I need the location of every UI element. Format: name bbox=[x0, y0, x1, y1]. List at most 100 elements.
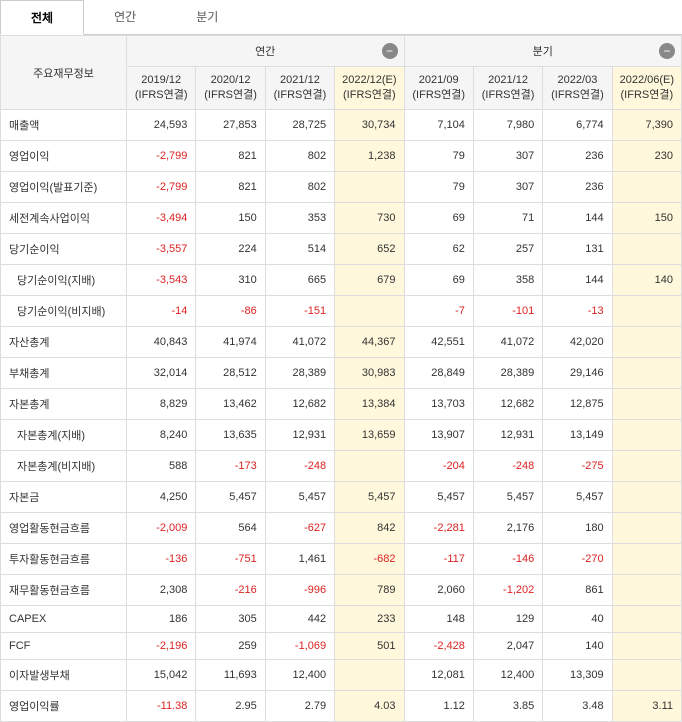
cell: 1.12 bbox=[404, 691, 473, 722]
cell: 236 bbox=[543, 172, 612, 203]
cell: -7 bbox=[404, 296, 473, 327]
cell: 150 bbox=[196, 203, 265, 234]
tab-0[interactable]: 전체 bbox=[0, 0, 84, 35]
cell: -151 bbox=[265, 296, 334, 327]
cell: 564 bbox=[196, 513, 265, 544]
cell: 15,042 bbox=[127, 660, 196, 691]
cell: 730 bbox=[335, 203, 404, 234]
cell: 41,072 bbox=[265, 327, 334, 358]
cell bbox=[612, 451, 681, 482]
cell: -270 bbox=[543, 544, 612, 575]
row-header-title: 주요재무정보 bbox=[1, 36, 127, 110]
cell: 259 bbox=[196, 633, 265, 660]
cell: 13,384 bbox=[335, 389, 404, 420]
cell: 27,853 bbox=[196, 110, 265, 141]
col-header: 2022/03(IFRS연결) bbox=[543, 67, 612, 110]
cell: 12,400 bbox=[265, 660, 334, 691]
cell: 5,457 bbox=[196, 482, 265, 513]
cell: 861 bbox=[543, 575, 612, 606]
row-label: 재무활동현금흐름 bbox=[1, 575, 127, 606]
col-header: 2022/12(E)(IFRS연결) bbox=[335, 67, 404, 110]
cell: 5,457 bbox=[335, 482, 404, 513]
cell: 442 bbox=[265, 606, 334, 633]
tab-2[interactable]: 분기 bbox=[166, 0, 248, 34]
cell: -2,799 bbox=[127, 141, 196, 172]
cell: 501 bbox=[335, 633, 404, 660]
cell: 28,725 bbox=[265, 110, 334, 141]
table-row: 자본총계(비지배)588-173-248-204-248-275 bbox=[1, 451, 682, 482]
cell: -117 bbox=[404, 544, 473, 575]
col-header: 2021/09(IFRS연결) bbox=[404, 67, 473, 110]
cell: 140 bbox=[543, 633, 612, 660]
cell: 1,461 bbox=[265, 544, 334, 575]
cell: 802 bbox=[265, 172, 334, 203]
cell bbox=[612, 660, 681, 691]
cell: 28,512 bbox=[196, 358, 265, 389]
cell: 140 bbox=[612, 265, 681, 296]
col-header: 2021/12(IFRS연결) bbox=[473, 67, 542, 110]
cell: 8,829 bbox=[127, 389, 196, 420]
cell bbox=[612, 575, 681, 606]
cell: 42,020 bbox=[543, 327, 612, 358]
cell bbox=[612, 234, 681, 265]
table-row: 당기순이익-3,55722451465262257131 bbox=[1, 234, 682, 265]
cell: 12,400 bbox=[473, 660, 542, 691]
table-row: 매출액24,59327,85328,72530,7347,1047,9806,7… bbox=[1, 110, 682, 141]
cell: -2,009 bbox=[127, 513, 196, 544]
cell bbox=[612, 544, 681, 575]
cell: 7,390 bbox=[612, 110, 681, 141]
cell: 2,176 bbox=[473, 513, 542, 544]
cell: 30,734 bbox=[335, 110, 404, 141]
cell: -146 bbox=[473, 544, 542, 575]
cell: 62 bbox=[404, 234, 473, 265]
cell: -13 bbox=[543, 296, 612, 327]
row-label: 당기순이익(지배) bbox=[1, 265, 127, 296]
cell: 2,060 bbox=[404, 575, 473, 606]
table-row: 자본총계(지배)8,24013,63512,93113,65913,90712,… bbox=[1, 420, 682, 451]
cell: 30,983 bbox=[335, 358, 404, 389]
table-row: CAPEX18630544223314812940 bbox=[1, 606, 682, 633]
cell: 514 bbox=[265, 234, 334, 265]
collapse-icon[interactable]: − bbox=[659, 43, 675, 59]
cell: 230 bbox=[612, 141, 681, 172]
table-row: 영업이익률-11.382.952.794.031.123.853.483.11 bbox=[1, 691, 682, 722]
row-label: 자본금 bbox=[1, 482, 127, 513]
cell bbox=[335, 172, 404, 203]
table-row: 투자활동현금흐름-136-7511,461-682-117-146-270 bbox=[1, 544, 682, 575]
cell bbox=[612, 633, 681, 660]
cell: 13,149 bbox=[543, 420, 612, 451]
cell: 41,974 bbox=[196, 327, 265, 358]
cell: 5,457 bbox=[473, 482, 542, 513]
cell: 1,238 bbox=[335, 141, 404, 172]
group-header-1: 분기− bbox=[404, 36, 682, 67]
cell: 40 bbox=[543, 606, 612, 633]
cell: -1,069 bbox=[265, 633, 334, 660]
cell: -3,494 bbox=[127, 203, 196, 234]
cell: 13,659 bbox=[335, 420, 404, 451]
table-head: 주요재무정보연간−분기−2019/12(IFRS연결)2020/12(IFRS연… bbox=[1, 36, 682, 110]
cell: 3.85 bbox=[473, 691, 542, 722]
row-label: 투자활동현금흐름 bbox=[1, 544, 127, 575]
cell: 224 bbox=[196, 234, 265, 265]
cell: 4,250 bbox=[127, 482, 196, 513]
tab-1[interactable]: 연간 bbox=[84, 0, 166, 34]
table-row: 자본총계8,82913,46212,68213,38413,70312,6821… bbox=[1, 389, 682, 420]
cell: 12,931 bbox=[265, 420, 334, 451]
cell: 307 bbox=[473, 141, 542, 172]
cell: 131 bbox=[543, 234, 612, 265]
row-label: 영업활동현금흐름 bbox=[1, 513, 127, 544]
cell: -248 bbox=[473, 451, 542, 482]
collapse-icon[interactable]: − bbox=[382, 43, 398, 59]
cell: 5,457 bbox=[265, 482, 334, 513]
cell: 6,774 bbox=[543, 110, 612, 141]
cell: 802 bbox=[265, 141, 334, 172]
cell: 69 bbox=[404, 265, 473, 296]
row-label: 매출액 bbox=[1, 110, 127, 141]
cell: -11.38 bbox=[127, 691, 196, 722]
row-label: 자본총계(비지배) bbox=[1, 451, 127, 482]
cell: 40,843 bbox=[127, 327, 196, 358]
cell: 24,593 bbox=[127, 110, 196, 141]
row-label: 세전계속사업이익 bbox=[1, 203, 127, 234]
cell: 2.79 bbox=[265, 691, 334, 722]
cell: 2,308 bbox=[127, 575, 196, 606]
